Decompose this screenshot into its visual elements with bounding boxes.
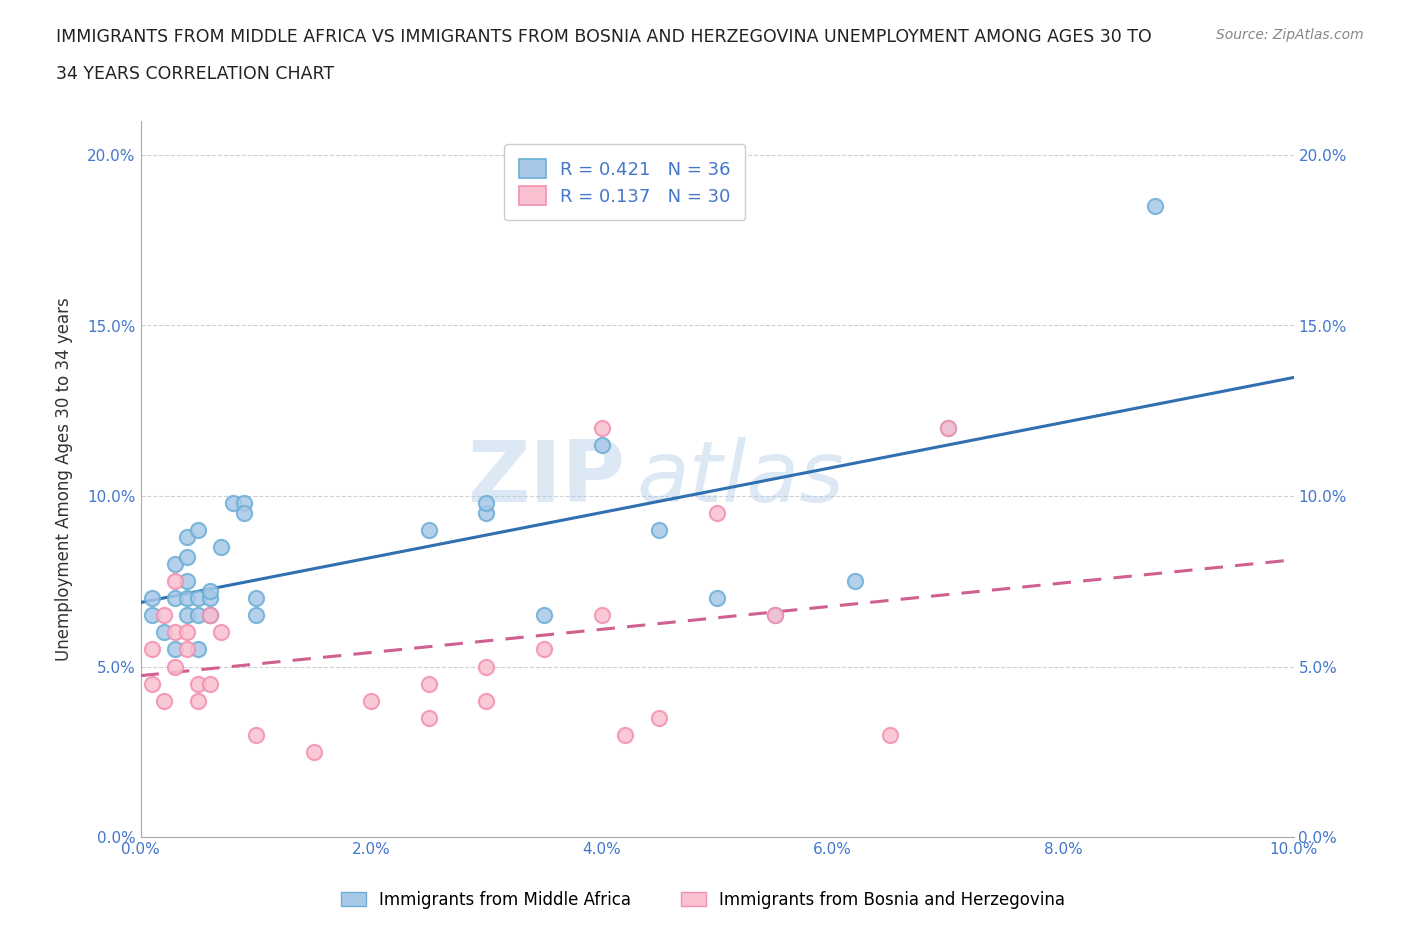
Point bbox=[418, 523, 440, 538]
Point bbox=[233, 496, 256, 511]
Point bbox=[141, 642, 163, 657]
Y-axis label: Unemployment Among Ages 30 to 34 years: Unemployment Among Ages 30 to 34 years bbox=[55, 297, 73, 661]
Point bbox=[475, 496, 498, 511]
Point bbox=[763, 608, 786, 623]
Legend: Immigrants from Middle Africa, Immigrants from Bosnia and Herzegovina: Immigrants from Middle Africa, Immigrant… bbox=[332, 883, 1074, 917]
Point bbox=[209, 625, 232, 640]
Point bbox=[475, 693, 498, 708]
Point bbox=[176, 550, 198, 565]
Point bbox=[418, 711, 440, 725]
Point bbox=[844, 574, 866, 589]
Point bbox=[187, 523, 209, 538]
Point bbox=[165, 591, 187, 605]
Point bbox=[591, 608, 613, 623]
Text: atlas: atlas bbox=[637, 437, 845, 521]
Point bbox=[418, 676, 440, 691]
Text: 34 YEARS CORRELATION CHART: 34 YEARS CORRELATION CHART bbox=[56, 65, 335, 83]
Point bbox=[763, 608, 786, 623]
Point bbox=[141, 591, 163, 605]
Point bbox=[187, 676, 209, 691]
Point bbox=[176, 591, 198, 605]
Point bbox=[152, 625, 174, 640]
Point bbox=[165, 642, 187, 657]
Text: IMMIGRANTS FROM MIDDLE AFRICA VS IMMIGRANTS FROM BOSNIA AND HERZEGOVINA UNEMPLOY: IMMIGRANTS FROM MIDDLE AFRICA VS IMMIGRA… bbox=[56, 28, 1152, 46]
Point bbox=[152, 693, 174, 708]
Point bbox=[706, 591, 728, 605]
Point bbox=[648, 523, 671, 538]
Point bbox=[209, 539, 232, 554]
Point bbox=[141, 608, 163, 623]
Point bbox=[245, 591, 267, 605]
Point bbox=[187, 591, 209, 605]
Point bbox=[879, 727, 901, 742]
Legend: R = 0.421   N = 36, R = 0.137   N = 30: R = 0.421 N = 36, R = 0.137 N = 30 bbox=[505, 144, 745, 220]
Point bbox=[176, 529, 198, 544]
Point bbox=[165, 574, 187, 589]
Point bbox=[706, 506, 728, 521]
Point bbox=[245, 727, 267, 742]
Point bbox=[165, 659, 187, 674]
Point bbox=[198, 608, 221, 623]
Point bbox=[176, 608, 198, 623]
Point bbox=[187, 693, 209, 708]
Point bbox=[936, 420, 959, 435]
Point bbox=[591, 420, 613, 435]
Point bbox=[198, 608, 221, 623]
Text: ZIP: ZIP bbox=[467, 437, 624, 521]
Point bbox=[198, 608, 221, 623]
Point bbox=[165, 557, 187, 572]
Text: Source: ZipAtlas.com: Source: ZipAtlas.com bbox=[1216, 28, 1364, 42]
Point bbox=[475, 506, 498, 521]
Point bbox=[245, 608, 267, 623]
Point bbox=[533, 608, 555, 623]
Point bbox=[176, 625, 198, 640]
Point bbox=[936, 420, 959, 435]
Point bbox=[360, 693, 382, 708]
Point bbox=[176, 642, 198, 657]
Point bbox=[233, 506, 256, 521]
Point bbox=[222, 496, 245, 511]
Point bbox=[198, 584, 221, 599]
Point bbox=[198, 591, 221, 605]
Point bbox=[152, 608, 174, 623]
Point bbox=[1144, 199, 1167, 214]
Point bbox=[302, 744, 325, 759]
Point bbox=[176, 574, 198, 589]
Point bbox=[533, 642, 555, 657]
Point bbox=[165, 625, 187, 640]
Point bbox=[591, 437, 613, 452]
Point bbox=[475, 659, 498, 674]
Point bbox=[613, 727, 636, 742]
Point bbox=[648, 711, 671, 725]
Point bbox=[187, 642, 209, 657]
Point bbox=[141, 676, 163, 691]
Point bbox=[187, 608, 209, 623]
Point bbox=[198, 676, 221, 691]
